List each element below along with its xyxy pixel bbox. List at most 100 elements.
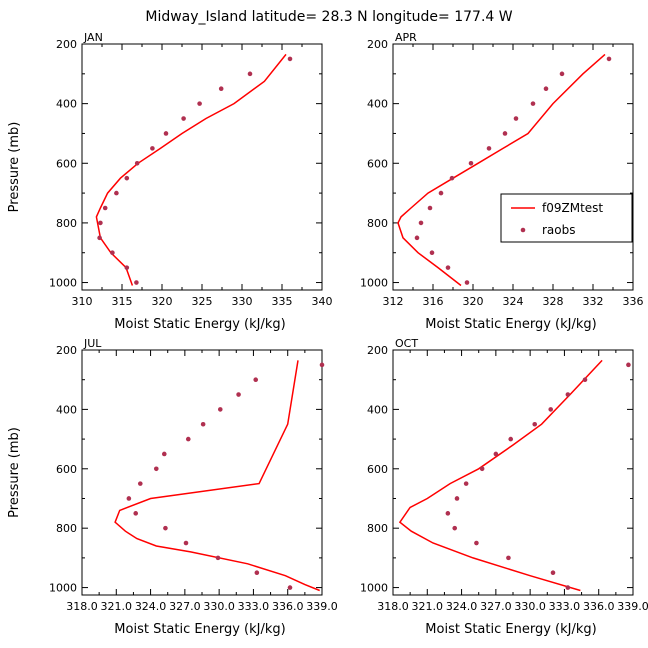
obs-point (150, 146, 155, 151)
obs-point (126, 496, 132, 501)
x-tick-label: 335 (272, 295, 293, 308)
obs-point (102, 205, 108, 211)
obs-point (427, 205, 433, 211)
x-tick-label: 318.0 (66, 600, 98, 613)
figure-title: Midway_Island latitude= 28.3 N longitude… (145, 9, 512, 25)
obs-point (97, 235, 102, 241)
obs-point (463, 481, 469, 486)
x-tick-label: 318.0 (377, 600, 409, 613)
x-tick-label: 312 (383, 295, 404, 308)
obs-point (626, 362, 631, 368)
obs-point (161, 451, 167, 457)
obs-point (218, 86, 224, 92)
obs-point (197, 101, 202, 106)
x-tick-label: 330.0 (203, 600, 235, 613)
y-tick-label: 200 (367, 344, 388, 357)
obs-point (445, 265, 451, 270)
x-tick-label: 324.0 (446, 600, 478, 613)
y-tick-label: 400 (56, 403, 77, 416)
obs-point (479, 466, 485, 472)
plot-frame (392, 43, 634, 291)
obs-point (464, 280, 470, 285)
x-axis-label: Moist Static Energy (kJ/kg) (114, 317, 285, 332)
y-axis-label: Pressure (mb) (7, 122, 22, 213)
obs-point (582, 377, 588, 382)
obs-point (153, 466, 159, 472)
legend-dot-swatch (520, 227, 526, 233)
x-tick-label: 330 (232, 295, 253, 308)
obs-point (215, 555, 221, 561)
obs-point (181, 116, 186, 121)
plot-frame (392, 349, 634, 596)
obs-point (414, 235, 420, 241)
y-tick-label: 600 (367, 157, 388, 170)
y-tick-label: 1000 (360, 582, 388, 595)
obs-point (486, 146, 492, 151)
y-tick-label: 600 (367, 463, 388, 476)
obs-point (493, 451, 499, 457)
panel-jul: JUL 318.0 321.0 324.0 327.0 330.0 333.0 336.0 33… (7, 337, 338, 637)
obs-point (438, 190, 444, 196)
obs-point (110, 250, 115, 256)
panel-oct: OCT 318.0 321.0 324.0 327.0 330.0 333.0 336.0 33… (360, 337, 648, 637)
y-tick-label: 800 (367, 217, 388, 230)
x-tick-label: 324.0 (135, 600, 167, 613)
y-tick-label: 800 (367, 522, 388, 535)
obs-point (163, 525, 168, 531)
obs-point (474, 540, 479, 546)
x-tick-label: 333.0 (238, 600, 270, 613)
y-tick-label: 200 (56, 344, 77, 357)
series-line-model (114, 360, 320, 592)
panel-apr: APR 312 316 320 324 328 332 336 200 400 600 800 1000… (360, 31, 644, 332)
panel-jan: JAN 310 315 320 325 330 335 340 200 400 600 800 1000… (7, 31, 333, 332)
obs-point (254, 570, 260, 576)
x-tick-label: 333.0 (549, 600, 581, 613)
panel-label: JAN (83, 31, 103, 44)
x-tick-label: 336.0 (272, 600, 304, 613)
obs-point (124, 175, 130, 181)
obs-point (114, 190, 119, 196)
x-axis-label: Moist Static Energy (kJ/kg) (425, 317, 596, 332)
obs-point (163, 131, 169, 136)
y-tick-label: 400 (367, 98, 388, 111)
y-tick-label: 800 (56, 522, 77, 535)
obs-point (513, 116, 519, 121)
x-tick-label: 324 (503, 295, 524, 308)
y-tick-label: 200 (367, 38, 388, 51)
x-tick-label: 327.0 (480, 600, 512, 613)
y-tick-label: 600 (56, 157, 77, 170)
x-tick-label: 325 (192, 295, 213, 308)
obs-point (550, 570, 556, 576)
y-axis-label: Pressure (mb) (7, 427, 22, 518)
x-tick-label: 315 (112, 295, 133, 308)
x-tick-label: 330.0 (514, 600, 546, 613)
series-line-model (398, 359, 603, 592)
obs-point (124, 265, 130, 270)
obs-point (319, 362, 325, 368)
legend-box (500, 193, 633, 243)
obs-point (98, 220, 103, 226)
legend-model-label: f09ZMtest (542, 201, 603, 215)
obs-point (445, 511, 451, 516)
obs-point (133, 511, 139, 516)
obs-point (429, 250, 435, 256)
panel-label: APR (395, 31, 417, 44)
obs-point (449, 175, 455, 181)
plot-frame (81, 43, 323, 291)
x-tick-label: 320 (463, 295, 484, 308)
x-axis-label: Moist Static Energy (kJ/kg) (425, 622, 596, 637)
panel-label: OCT (395, 337, 418, 350)
obs-point (134, 280, 139, 285)
obs-point (565, 392, 571, 397)
obs-point (548, 407, 554, 412)
x-tick-label: 327.0 (169, 600, 201, 613)
x-tick-label: 339.0 (617, 600, 648, 613)
obs-point (183, 540, 189, 546)
obs-point (185, 436, 191, 442)
legend-obs-label: raobs (542, 223, 576, 237)
obs-point (559, 71, 565, 77)
panel-label: JUL (83, 337, 102, 350)
obs-point (236, 392, 241, 397)
x-tick-label: 328 (543, 295, 564, 308)
